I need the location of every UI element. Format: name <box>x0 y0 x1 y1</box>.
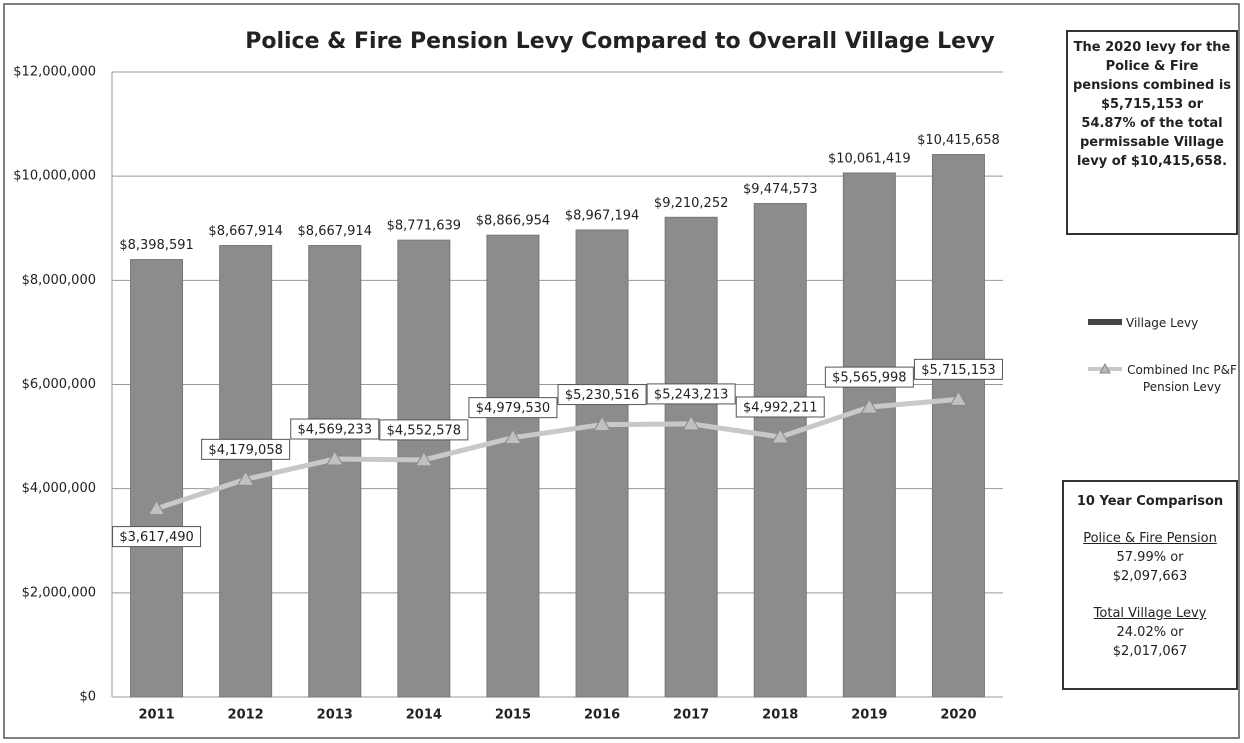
point-label: $4,992,211 <box>743 400 817 415</box>
bar <box>664 216 718 698</box>
marker <box>414 450 433 467</box>
marker <box>325 450 344 466</box>
label-box <box>913 358 1003 380</box>
point-label: $5,565,998 <box>832 371 906 386</box>
comparison-text: $2,097,663 <box>1112 569 1188 584</box>
chart-title: Police & Fire Pension Levy Compared to O… <box>245 29 995 54</box>
marker <box>147 499 166 516</box>
bar <box>842 172 896 698</box>
bar-label: $8,771,639 <box>387 219 461 234</box>
point-label: $5,230,516 <box>565 388 639 403</box>
label-box <box>646 383 736 405</box>
point-label: $3,617,490 <box>119 530 193 545</box>
label-box <box>290 418 380 440</box>
x-tick-label: 2019 <box>851 708 887 723</box>
note-box: The 2020 levy for the Police & Fire pens… <box>1066 30 1238 235</box>
comparison-text: 24.02% or <box>1116 625 1184 640</box>
point-label: $4,569,233 <box>298 423 372 438</box>
legend-swatch <box>1088 362 1122 374</box>
point-label: $5,715,153 <box>921 363 995 378</box>
y-tick-label: $8,000,000 <box>22 273 96 288</box>
bar <box>308 245 362 698</box>
point-label: $5,243,213 <box>654 387 728 402</box>
y-tick-label: $0 <box>79 690 96 705</box>
bar <box>931 154 985 698</box>
line <box>155 396 959 511</box>
x-tick-label: 2017 <box>673 708 709 723</box>
bar-label: $10,415,658 <box>917 133 1000 148</box>
legend-item: Combined Inc P&F Pension Levy <box>1088 362 1238 396</box>
label-box <box>735 396 825 418</box>
x-tick-label: 2013 <box>317 708 353 723</box>
bar <box>575 229 629 698</box>
legend-item: Village Levy <box>1088 316 1198 330</box>
bar <box>486 234 540 698</box>
comparison-box: 10 Year Comparison Police & Fire Pension… <box>1062 480 1238 690</box>
legend-label: Combined Inc P&F Pension Levy <box>1127 363 1237 394</box>
marker <box>504 428 522 445</box>
bar-label: $9,474,573 <box>743 182 817 197</box>
x-tick-label: 2014 <box>406 708 442 723</box>
bar-label: $10,061,419 <box>828 151 911 166</box>
y-tick-label: $4,000,000 <box>22 481 96 496</box>
bar-label: $8,667,914 <box>298 224 372 239</box>
x-tick-label: 2018 <box>762 708 798 723</box>
point-label: $4,979,530 <box>476 401 550 416</box>
marker <box>949 390 968 406</box>
marker <box>771 427 790 444</box>
label-box <box>201 438 291 460</box>
x-tick-label: 2020 <box>940 708 976 723</box>
x-tick-label: 2015 <box>495 708 531 723</box>
legend-swatch-bar <box>1088 319 1122 325</box>
point-label: $4,552,578 <box>387 423 461 438</box>
bar <box>130 259 184 698</box>
label-box <box>557 384 647 406</box>
y-tick-label: $6,000,000 <box>22 377 96 392</box>
marker <box>860 398 879 414</box>
frame <box>3 3 1240 739</box>
label-box <box>824 366 914 388</box>
x-tick-label: 2016 <box>584 708 620 723</box>
bar <box>753 203 807 698</box>
comparison-text: $2,017,067 <box>1112 644 1188 659</box>
comparison-label: Total Village Levy <box>1093 606 1207 621</box>
legend-label: Village Levy <box>1126 316 1199 330</box>
comparison-text: 57.99% or <box>1116 550 1184 565</box>
bar-label: $8,967,194 <box>565 208 639 223</box>
marker <box>593 415 611 432</box>
bar-label: $8,866,954 <box>476 214 550 229</box>
point-label: $4,179,058 <box>208 443 282 458</box>
note: The 2020 levy for the Police & Fire pens… <box>1072 40 1232 169</box>
label-box <box>468 397 558 419</box>
bar <box>397 239 451 698</box>
marker <box>682 414 701 431</box>
legend-swatch-marker <box>1099 362 1111 374</box>
y-tick-label: $12,000,000 <box>13 65 96 80</box>
x-tick-label: 2012 <box>228 708 264 723</box>
label-box <box>379 419 469 441</box>
comparison-title: 10 Year Comparison <box>1076 494 1224 509</box>
bar-label: $8,667,914 <box>208 224 282 239</box>
y-tick-label: $10,000,000 <box>13 169 96 184</box>
bar-label: $9,210,252 <box>654 196 728 211</box>
label-box <box>112 526 202 548</box>
x-tick-label: 2011 <box>138 708 174 723</box>
comparison-label: Police & Fire Pension <box>1083 531 1217 546</box>
y-tick-label: $2,000,000 <box>22 585 96 600</box>
legend-swatch <box>1088 319 1122 325</box>
bar-label: $8,398,591 <box>119 238 193 253</box>
marker <box>236 470 255 486</box>
